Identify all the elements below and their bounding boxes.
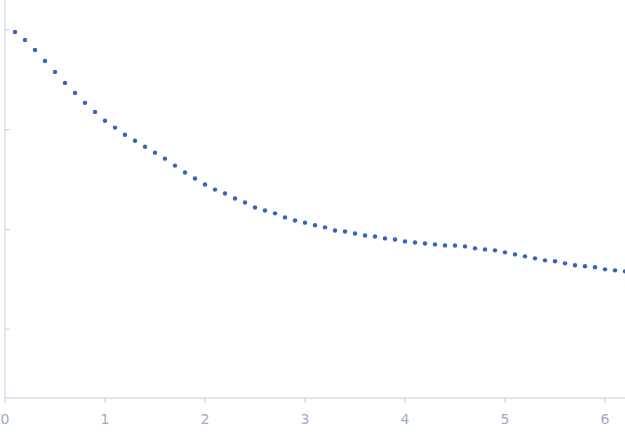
data-point (283, 215, 287, 219)
data-point (353, 231, 357, 235)
data-point (453, 243, 457, 247)
x-tick (305, 398, 306, 403)
data-point (333, 228, 337, 232)
data-point (493, 248, 497, 252)
chart: 0 1 2 3 4 5 6 (0, 0, 625, 437)
x-tick-label: 4 (401, 411, 410, 427)
data-point (233, 196, 237, 200)
data-point (583, 264, 587, 268)
data-point (393, 237, 397, 241)
data-point (183, 170, 187, 174)
data-point (543, 258, 547, 262)
data-point (43, 59, 47, 63)
data-point (203, 182, 207, 186)
x-tick (605, 398, 606, 403)
x-tick (205, 398, 206, 403)
data-point (73, 91, 77, 95)
data-point (623, 269, 625, 273)
data-point (213, 187, 217, 191)
data-point (253, 205, 257, 209)
x-tick (5, 398, 6, 403)
data-point (103, 119, 107, 123)
data-point (293, 218, 297, 222)
data-point (23, 38, 27, 42)
data-point (193, 176, 197, 180)
x-tick (405, 398, 406, 403)
data-point (153, 150, 157, 154)
data-point (613, 268, 617, 272)
data-point (403, 239, 407, 243)
x-tick-label: 0 (1, 411, 10, 427)
data-point (273, 211, 277, 215)
x-axis-line (5, 398, 625, 399)
data-point (303, 220, 307, 224)
x-tick-label: 2 (201, 411, 210, 427)
data-point (603, 267, 607, 271)
data-point (473, 246, 477, 250)
data-point (123, 133, 127, 137)
data-point (563, 261, 567, 265)
data-point (63, 81, 67, 85)
data-point (143, 144, 147, 148)
chart-container: 0 1 2 3 4 5 6 (0, 0, 625, 437)
data-point (343, 229, 347, 233)
x-tick (505, 398, 506, 403)
data-point (263, 208, 267, 212)
data-point (513, 252, 517, 256)
y-tick (5, 229, 10, 230)
data-point (593, 265, 597, 269)
data-point (483, 247, 487, 251)
data-point (313, 223, 317, 227)
data-point (53, 70, 57, 74)
data-point (33, 48, 37, 52)
data-point (573, 263, 577, 267)
data-point (523, 254, 527, 258)
data-point (163, 156, 167, 160)
data-point (433, 242, 437, 246)
data-point (83, 101, 87, 105)
data-point (413, 240, 417, 244)
data-point (533, 256, 537, 260)
data-point (13, 30, 17, 34)
data-point (443, 243, 447, 247)
data-point (423, 241, 427, 245)
points (13, 30, 625, 274)
data-point (93, 110, 97, 114)
x-tick-label: 6 (601, 411, 610, 427)
y-tick (5, 129, 10, 130)
data-point (383, 236, 387, 240)
data-point (113, 125, 117, 129)
data-point (133, 139, 137, 143)
data-point (323, 225, 327, 229)
data-point (223, 191, 227, 195)
data-point (503, 250, 507, 254)
data-point (363, 233, 367, 237)
y-tick (5, 30, 10, 31)
data-point (243, 200, 247, 204)
data-point (373, 234, 377, 238)
x-tick-label: 5 (501, 411, 510, 427)
data-point (463, 244, 467, 248)
x-tick-label: 3 (301, 411, 310, 427)
x-tick-label: 1 (101, 411, 110, 427)
x-tick (105, 398, 106, 403)
data-point (173, 163, 177, 167)
y-tick (5, 329, 10, 330)
y-axis-line (5, 0, 6, 398)
data-point (553, 259, 557, 263)
